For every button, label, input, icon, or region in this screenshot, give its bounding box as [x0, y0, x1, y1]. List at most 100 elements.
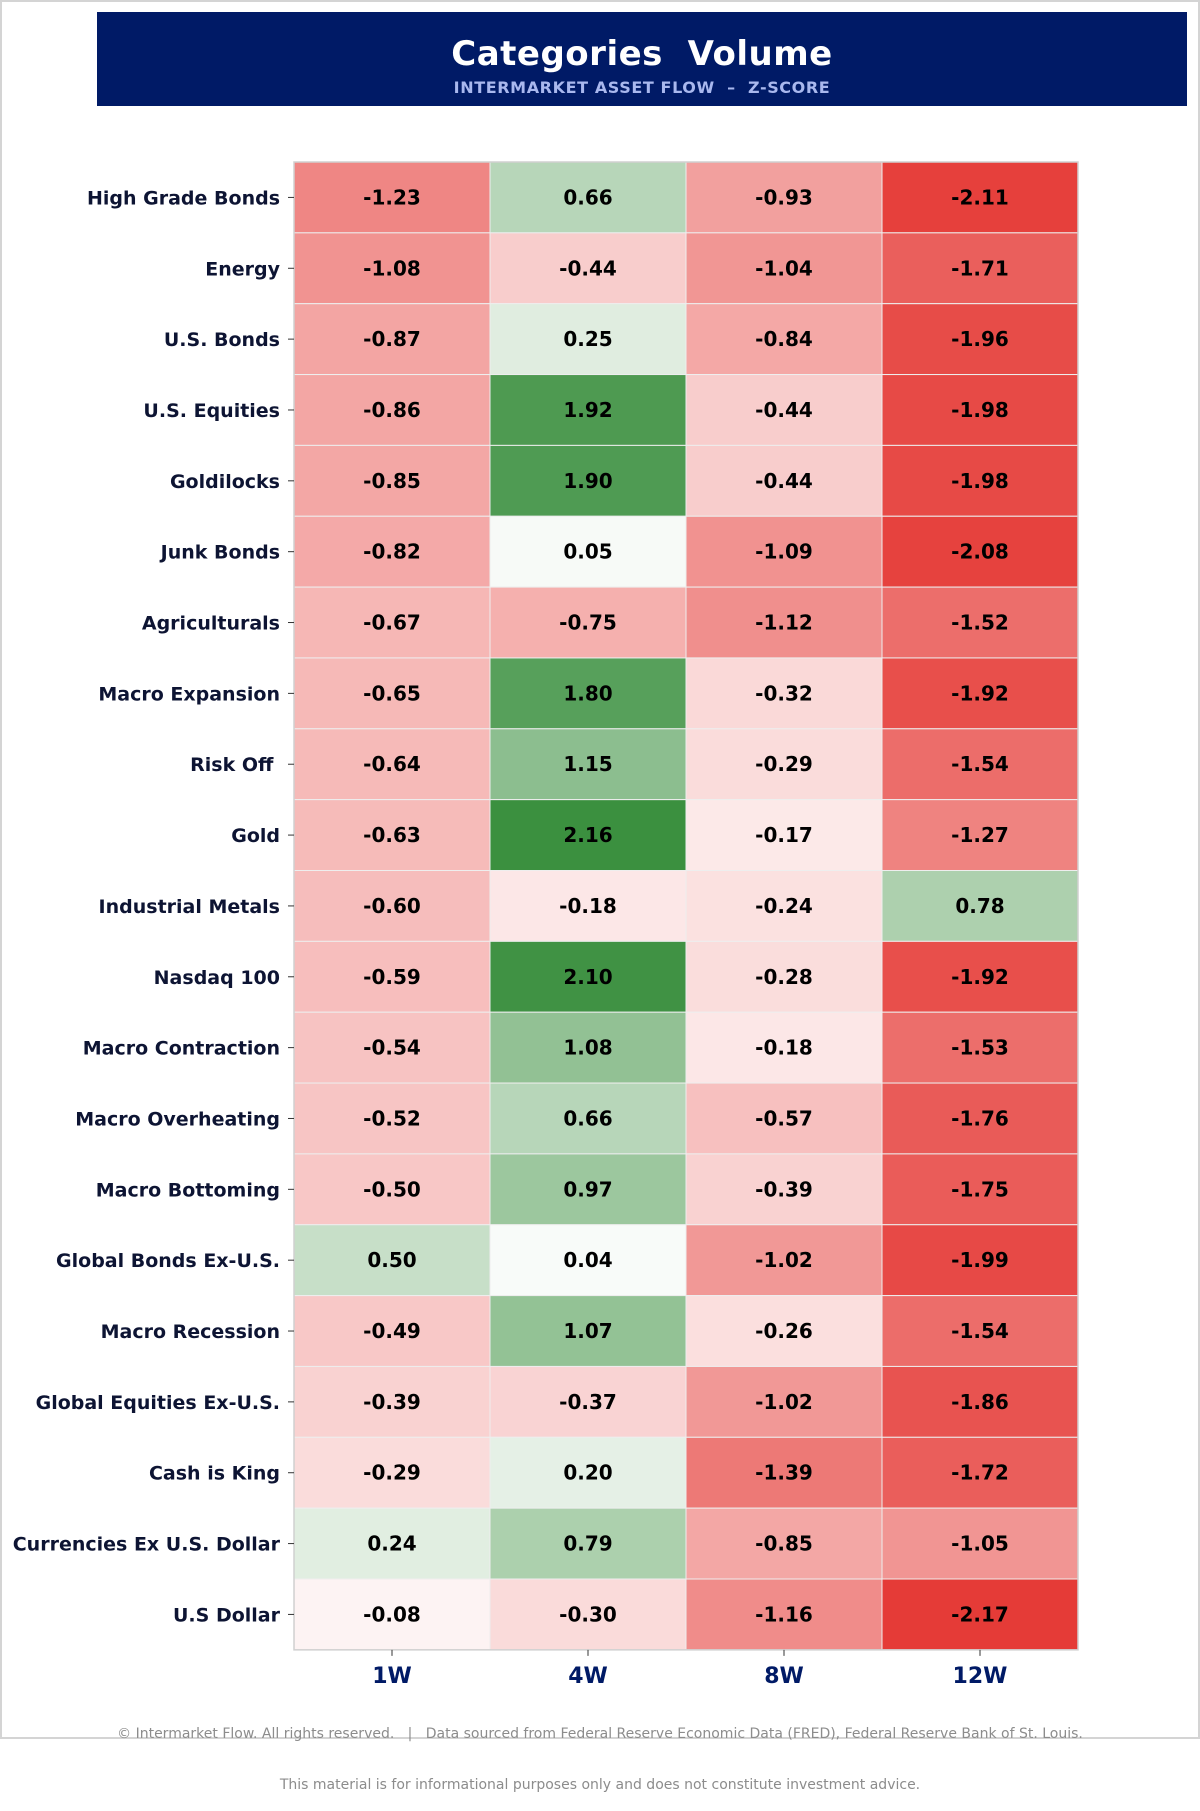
cell-value-label: -1.99 — [951, 1248, 1009, 1272]
heatmap-cell — [685, 1436, 883, 1509]
cell-value-label: 0.97 — [563, 1177, 612, 1201]
cell-value-label: 1.08 — [563, 1036, 612, 1060]
heatmap-cell — [293, 444, 491, 517]
heatmap-cell — [489, 1011, 687, 1084]
heatmap-cell — [489, 870, 687, 942]
heatmap-cell — [489, 1365, 687, 1438]
x-tick-label: 8W — [764, 1664, 804, 1689]
cell-value-label: -1.98 — [951, 398, 1009, 422]
cell-value-label: -0.28 — [755, 965, 813, 989]
heatmap-cell — [881, 1507, 1079, 1580]
heatmap-cell — [881, 1224, 1079, 1297]
cell-value-label: -1.86 — [951, 1390, 1009, 1414]
chart-title: Categories Volume — [451, 34, 833, 74]
cell-value-label: -0.30 — [559, 1602, 617, 1626]
heatmap-cell — [881, 303, 1079, 376]
cell-value-label: -1.27 — [951, 823, 1009, 847]
cell-value-label: -1.54 — [951, 1319, 1009, 1343]
heatmap-cell — [881, 728, 1079, 801]
heatmap-cell — [293, 728, 491, 801]
heatmap-cell — [881, 1153, 1079, 1226]
heatmap-cell — [489, 1507, 687, 1580]
cell-value-label: -0.93 — [755, 185, 813, 209]
y-tick-label: U.S Dollar — [173, 1604, 281, 1626]
cell-value-label: -1.52 — [951, 611, 1009, 635]
cell-value-label: 2.10 — [563, 965, 612, 989]
y-tick-label: Gold — [231, 825, 280, 847]
heatmap-cell — [293, 1436, 491, 1509]
cell-value-label: -1.53 — [951, 1036, 1009, 1060]
cell-value-label: -0.57 — [755, 1106, 813, 1130]
cell-value-label: -0.59 — [363, 965, 421, 989]
cell-value-label: 0.66 — [563, 185, 612, 209]
cell-value-label: -1.09 — [755, 540, 813, 564]
cell-value-label: -1.54 — [951, 752, 1009, 776]
cell-value-label: -1.23 — [363, 185, 421, 209]
cell-value-label: -1.08 — [363, 256, 421, 280]
heatmap-cell — [685, 728, 883, 801]
cell-value-label: 0.78 — [955, 894, 1004, 918]
y-tick-label: Currencies Ex U.S. Dollar — [13, 1534, 281, 1556]
heatmap-cell — [489, 1224, 687, 1297]
y-tick-label: U.S. Equities — [143, 400, 280, 422]
heatmap-cell — [685, 515, 883, 588]
cell-value-label: -2.08 — [951, 540, 1009, 564]
heatmap-cell — [685, 586, 883, 659]
cell-value-label: -1.16 — [755, 1602, 813, 1626]
heatmap-cell — [685, 444, 883, 517]
cell-value-label: -1.72 — [951, 1461, 1009, 1485]
cell-value-label: 0.50 — [367, 1248, 416, 1272]
heatmap-cell — [489, 1436, 687, 1509]
cell-value-label: 0.66 — [563, 1106, 612, 1130]
heatmap-cell — [881, 161, 1079, 234]
y-tick-label: Risk Off — [190, 754, 280, 776]
cell-value-label: -0.85 — [363, 469, 421, 493]
cell-value-label: -0.44 — [755, 469, 813, 493]
page-frame — [0, 0, 1200, 1739]
cell-value-label: -0.18 — [755, 1036, 813, 1060]
cell-value-label: -0.24 — [755, 894, 813, 918]
heatmap-cell — [293, 161, 491, 234]
heatmap-cell — [293, 515, 491, 588]
cell-value-label: -0.50 — [363, 1177, 421, 1201]
heatmap-cell — [881, 870, 1079, 942]
cell-value-label: -0.39 — [363, 1390, 421, 1414]
y-tick-label: U.S. Bonds — [164, 329, 280, 351]
y-tick-label: Nasdaq 100 — [154, 967, 280, 989]
y-tick-label: Macro Contraction — [83, 1038, 280, 1060]
cell-value-label: -0.60 — [363, 894, 421, 918]
heatmap-cell — [489, 374, 687, 446]
cell-value-label: -1.71 — [951, 256, 1009, 280]
cell-value-label: -0.32 — [755, 681, 813, 705]
cell-value-label: -1.75 — [951, 1177, 1009, 1201]
heatmap-cell — [489, 444, 687, 517]
heatmap-cell — [685, 870, 883, 942]
heatmap-cell — [685, 657, 883, 730]
heatmap-cell — [293, 1365, 491, 1438]
cell-value-label: -1.05 — [951, 1532, 1009, 1556]
heatmap-cell — [489, 1295, 687, 1367]
cell-value-label: -1.98 — [951, 469, 1009, 493]
y-tick-label: Macro Recession — [101, 1321, 280, 1343]
footer-copyright: © Intermarket Flow. All rights reserved.… — [117, 1726, 1083, 1742]
cell-value-label: -1.12 — [755, 611, 813, 635]
cell-value-label: -0.29 — [363, 1461, 421, 1485]
cell-value-label: -0.26 — [755, 1319, 813, 1343]
cell-value-label: -0.39 — [755, 1177, 813, 1201]
heatmap-cell — [685, 1365, 883, 1438]
footer-disclaimer: This material is for informational purpo… — [279, 1777, 921, 1793]
heatmap-cell — [293, 303, 491, 376]
cell-value-label: -0.54 — [363, 1036, 421, 1060]
heatmap-cell — [293, 1578, 491, 1651]
cell-value-label: -0.64 — [363, 752, 421, 776]
heatmap-cell — [489, 303, 687, 376]
cell-value-label: -0.37 — [559, 1390, 617, 1414]
heatmap-chart: -1.23 0.66 -0.93 -2.11 -1.08 -0.44 -1.04 -1.71 -… — [13, 161, 1079, 1689]
cell-value-label: 1.92 — [563, 398, 612, 422]
cell-value-label: -1.02 — [755, 1390, 813, 1414]
heatmap-cell — [881, 657, 1079, 730]
heatmap-cell — [685, 940, 883, 1013]
cell-value-label: -0.08 — [363, 1602, 421, 1626]
cell-value-label: -0.65 — [363, 681, 421, 705]
cell-value-label: -0.75 — [559, 611, 617, 635]
